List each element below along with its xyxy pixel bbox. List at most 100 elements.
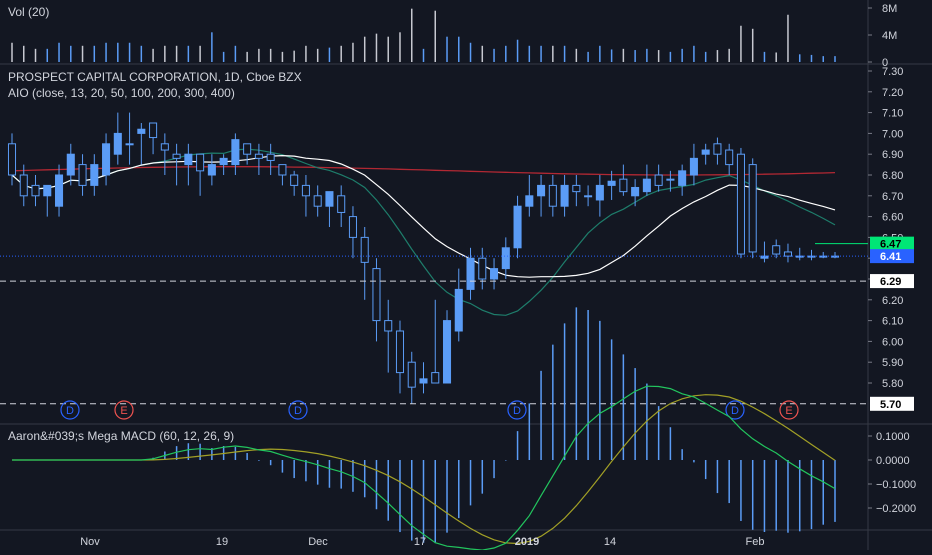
candle-body xyxy=(31,184,40,197)
price-badge-label: 6.47 xyxy=(880,239,901,251)
marker-label: D xyxy=(66,405,74,417)
candle-body xyxy=(513,205,522,249)
indicator-legend: AIO (close, 13, 20, 50, 100, 200, 300, 4… xyxy=(8,86,235,100)
candle-body xyxy=(642,178,651,193)
marker-circle xyxy=(288,400,308,420)
dividend-marker[interactable]: D xyxy=(725,400,745,420)
candle-body xyxy=(654,174,663,186)
candle-body xyxy=(66,153,75,176)
marker-circle xyxy=(725,400,745,420)
dividend-marker[interactable]: D xyxy=(288,400,308,420)
earnings-marker[interactable]: E xyxy=(779,400,799,420)
candle-body xyxy=(490,268,499,280)
candle-body xyxy=(525,195,534,207)
candle-body xyxy=(501,247,510,270)
marker-circle xyxy=(114,400,134,420)
time-axis[interactable]: Nov 19 Dec 17 2019 14 Feb xyxy=(80,536,764,548)
marker-circle xyxy=(60,400,80,420)
candle-body xyxy=(419,378,428,384)
moving-average-white xyxy=(11,154,836,278)
candle-body xyxy=(572,184,581,193)
candle-body xyxy=(454,288,463,332)
time-axis-label: 2019 xyxy=(515,536,539,548)
candle-body xyxy=(301,184,310,197)
candle-body xyxy=(278,164,287,176)
candle-body xyxy=(172,153,181,159)
price-badge-label: 6.41 xyxy=(880,251,901,263)
price-axis-label: 6.80 xyxy=(882,170,903,182)
candle-body xyxy=(725,149,734,166)
volume-axis-label: 0 xyxy=(882,57,888,69)
candle-body xyxy=(160,143,169,151)
candle-body xyxy=(607,180,616,186)
candle-body xyxy=(783,251,792,257)
price-axis-label: 6.90 xyxy=(882,149,903,161)
candle-body xyxy=(19,174,28,197)
candle-body xyxy=(55,174,64,207)
time-axis-label: Feb xyxy=(746,536,765,548)
price-badge-label: 5.70 xyxy=(880,399,901,411)
candle-body xyxy=(713,143,722,155)
candle-body xyxy=(266,153,275,161)
candle-body xyxy=(90,164,99,186)
price-badge-bg xyxy=(870,236,914,251)
time-axis-label: 17 xyxy=(414,536,426,548)
price-axis-label: 6.60 xyxy=(882,212,903,224)
macd-pane[interactable]: Aaron&#039;s Mega MACD (60, 12, 26, 9) xyxy=(8,307,836,551)
macd-lines xyxy=(12,385,836,551)
candle-body xyxy=(442,320,452,384)
volume-axis-label: 4M xyxy=(882,30,897,42)
symbol-title: PROSPECT CAPITAL CORPORATION, 1D, Cboe B… xyxy=(8,70,302,84)
marker-label: E xyxy=(785,405,792,417)
candle-body xyxy=(795,255,804,258)
dividend-marker[interactable]: D xyxy=(507,400,527,420)
candle-body xyxy=(113,132,122,155)
candle-body xyxy=(43,184,52,197)
marker-label: D xyxy=(731,405,739,417)
volume-pane[interactable]: Vol (20) xyxy=(8,5,836,62)
price-axis-label: 7.30 xyxy=(882,66,903,78)
volume-axis-label: 8M xyxy=(882,3,897,15)
price-axis-label: 7.00 xyxy=(882,128,903,140)
price-badge-bg xyxy=(870,249,914,264)
candle-body xyxy=(631,186,640,197)
candle-body xyxy=(337,195,346,213)
marker-label: D xyxy=(513,405,521,417)
candle-body xyxy=(666,178,675,181)
candle-body xyxy=(678,170,687,186)
price-axis-label: 5.90 xyxy=(882,357,903,369)
candle-body xyxy=(478,257,487,280)
earnings-marker[interactable]: E xyxy=(114,400,134,420)
price-badge: 6.29 xyxy=(870,274,914,289)
candle-body xyxy=(125,143,134,146)
macd-histogram xyxy=(152,307,836,544)
price-axis-label: 6.20 xyxy=(882,295,903,307)
price-axis-label: 6.10 xyxy=(882,316,903,328)
price-pane[interactable]: PROSPECT CAPITAL CORPORATION, 1D, Cboe B… xyxy=(0,70,868,420)
time-axis-label: Nov xyxy=(80,536,100,548)
price-badge: 6.47 xyxy=(870,236,914,251)
candle-body xyxy=(78,164,87,186)
candle-body xyxy=(689,157,698,176)
candle-body xyxy=(537,184,546,197)
macd-signal-line xyxy=(12,394,836,545)
candle-body xyxy=(748,164,757,253)
candle-body xyxy=(348,216,357,238)
dividend-marker[interactable]: D xyxy=(60,400,80,420)
price-axis-label: 5.80 xyxy=(882,378,903,390)
price-badges: 6.476.41 6.29 5.70 xyxy=(870,236,914,411)
macd-line xyxy=(12,385,836,551)
candle-body xyxy=(184,153,193,166)
candle-body xyxy=(701,149,710,155)
candle-body xyxy=(219,157,228,166)
candle-body xyxy=(102,143,111,176)
candlesticks xyxy=(7,112,840,404)
candle-body xyxy=(772,245,781,255)
price-axis-label: 7.20 xyxy=(882,87,903,99)
candle-body xyxy=(360,236,369,263)
candle-body xyxy=(137,128,146,134)
marker-label: D xyxy=(294,405,302,417)
